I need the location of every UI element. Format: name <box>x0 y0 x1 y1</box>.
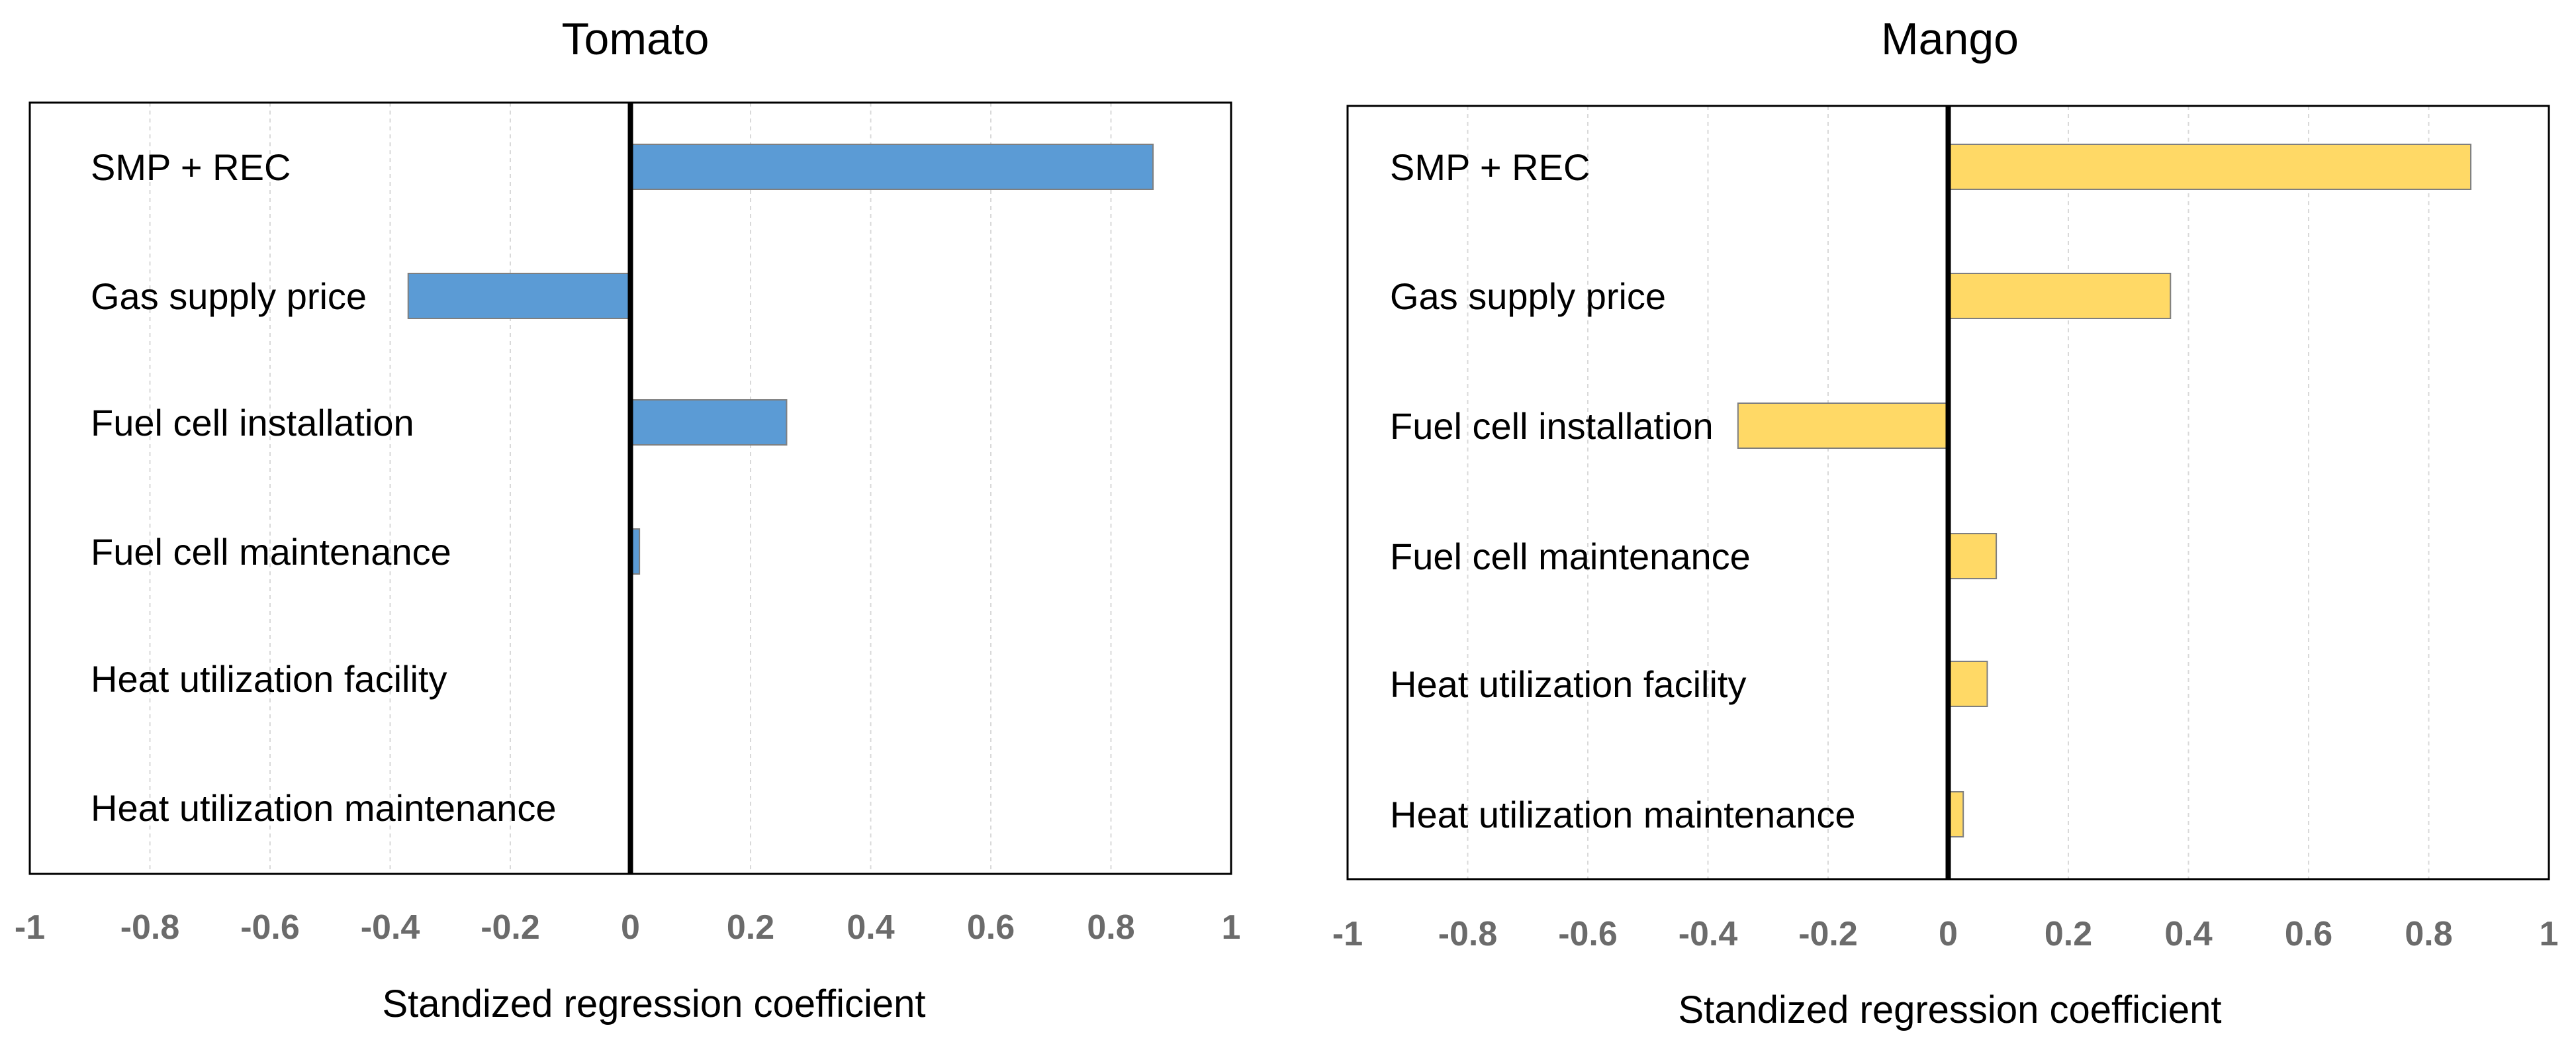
chart-title: Tomato <box>562 14 710 64</box>
x-tick-label: 0.4 <box>2164 915 2212 953</box>
category-label: Heat utilization facility <box>1390 663 1746 705</box>
x-tick-label: 0.6 <box>2285 915 2332 953</box>
x-tick-label: -0.6 <box>240 908 300 947</box>
chart-title: Mango <box>1881 14 2019 64</box>
category-label: SMP + REC <box>91 146 291 188</box>
category-labels: SMP + REC Gas supply price Fuel cell insta… <box>1390 146 1856 835</box>
x-tick-label: 0.2 <box>2045 915 2092 953</box>
x-tick-label: 0.2 <box>727 908 774 947</box>
x-tick-label: -0.2 <box>481 908 540 947</box>
x-tick-label: -0.8 <box>120 908 180 947</box>
x-tick-label: 0 <box>1939 915 1958 953</box>
gridlines <box>1467 106 2430 879</box>
category-label: Gas supply price <box>1390 275 1666 317</box>
x-tick-label: 0.8 <box>2405 915 2452 953</box>
x-tick-label: 0.4 <box>847 908 894 947</box>
x-tick-label: -1 <box>15 908 45 947</box>
x-tick-label: 1 <box>1222 908 1241 947</box>
category-label: Heat utilization maintenance <box>1390 794 1856 835</box>
tomato-chart-panel: Tomato SMP + REC Gas supply price Fuel cel… <box>15 14 1241 1025</box>
category-label: Fuel cell maintenance <box>91 531 451 573</box>
mango-chart-panel: Mango SMP + REC Gas supply price Fuel cell… <box>1332 14 2559 1031</box>
bar <box>629 144 1154 190</box>
category-label: Fuel cell installation <box>1390 405 1714 447</box>
bars <box>407 144 1154 575</box>
x-tick-label: 0.8 <box>1087 908 1134 947</box>
bar <box>1947 144 2472 190</box>
x-axis-label: Standized regression coefficient <box>1678 988 2221 1031</box>
x-tick-label: -1 <box>1332 915 1363 953</box>
x-tick-label: 1 <box>2540 915 2559 953</box>
bars <box>1737 144 2472 837</box>
bar <box>629 399 788 446</box>
x-tick-label: 0 <box>621 908 640 947</box>
category-label: Fuel cell installation <box>91 402 414 444</box>
gridlines <box>149 103 1112 874</box>
category-label: Gas supply price <box>91 275 367 317</box>
category-label: Heat utilization maintenance <box>91 787 557 829</box>
category-label: Fuel cell maintenance <box>1390 536 1751 577</box>
x-tick-label: -0.8 <box>1438 915 1498 953</box>
x-axis-label: Standized regression coefficient <box>382 982 925 1025</box>
x-tick-label: -0.2 <box>1798 915 1858 953</box>
category-label: SMP + REC <box>1390 146 1590 188</box>
x-tick-label: -0.4 <box>1679 915 1738 953</box>
bar <box>1947 661 1988 707</box>
x-tick-label: 0.6 <box>967 908 1015 947</box>
bar <box>1947 533 1998 579</box>
category-labels: SMP + REC Gas supply price Fuel cell insta… <box>91 146 557 829</box>
x-tick-labels: -1 -0.8 -0.6 -0.4 -0.2 0 0.2 0.4 0.6 0.8 1 <box>15 908 1241 947</box>
bar <box>407 273 631 319</box>
x-tick-label: -0.6 <box>1558 915 1618 953</box>
bar <box>1947 273 2172 319</box>
bar <box>1737 403 1949 449</box>
x-tick-label: -0.4 <box>361 908 420 947</box>
category-label: Heat utilization facility <box>91 658 447 700</box>
x-tick-labels: -1 -0.8 -0.6 -0.4 -0.2 0 0.2 0.4 0.6 0.8 1 <box>1332 915 2559 953</box>
